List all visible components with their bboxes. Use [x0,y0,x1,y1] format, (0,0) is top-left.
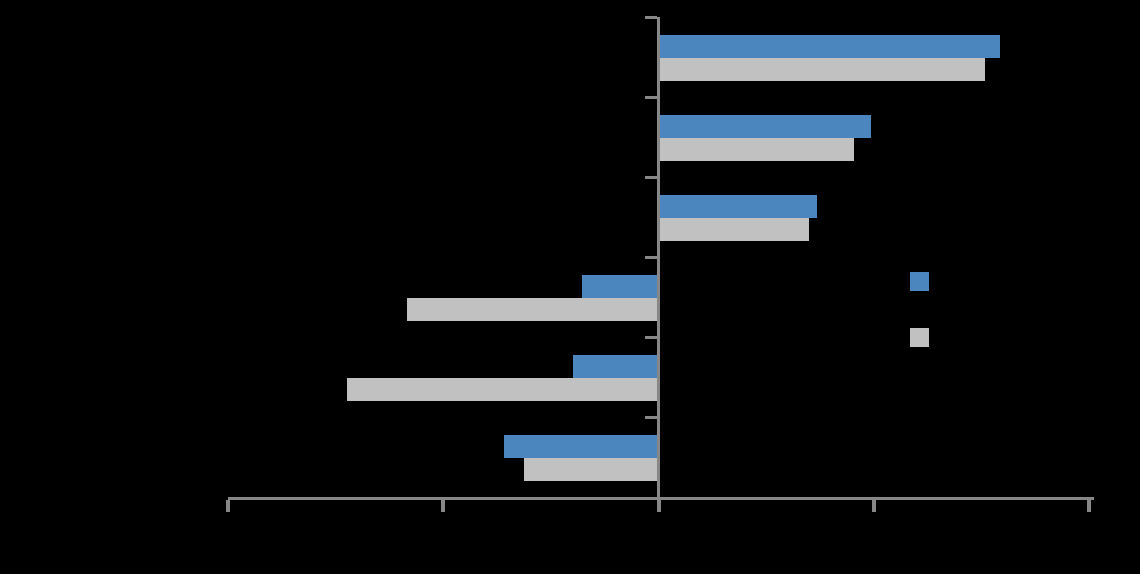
x-axis-line [228,497,1094,500]
bar-blue-series-group2 [660,114,871,138]
legend-swatch-blue-icon [910,272,929,291]
bar-gray-series-group1 [660,57,986,81]
y-tick [645,416,657,420]
y-axis-line [657,17,660,500]
y-tick [645,95,657,99]
y-tick [645,175,657,179]
x-tick [871,500,876,512]
x-tick [1087,500,1092,512]
bar-gray-series-group2 [660,137,854,161]
bar-gray-series-group3 [660,217,809,241]
bar-gray-series-group4 [407,298,657,321]
bar-blue-series-group5 [573,355,657,379]
bar-blue-series-group4 [581,275,657,298]
x-tick [656,500,661,512]
bar-blue-series-group3 [660,194,818,218]
bar-gray-series-group5 [346,378,657,402]
x-tick [225,500,230,512]
y-tick [645,256,657,259]
y-tick [645,336,657,340]
y-tick [645,496,657,500]
bar-blue-series-group6 [504,435,657,459]
legend-swatch-gray-icon [910,328,929,347]
bar-gray-series-group6 [523,458,657,482]
y-tick [645,15,657,19]
x-tick [441,500,446,512]
bar-blue-series-group1 [660,34,1001,58]
